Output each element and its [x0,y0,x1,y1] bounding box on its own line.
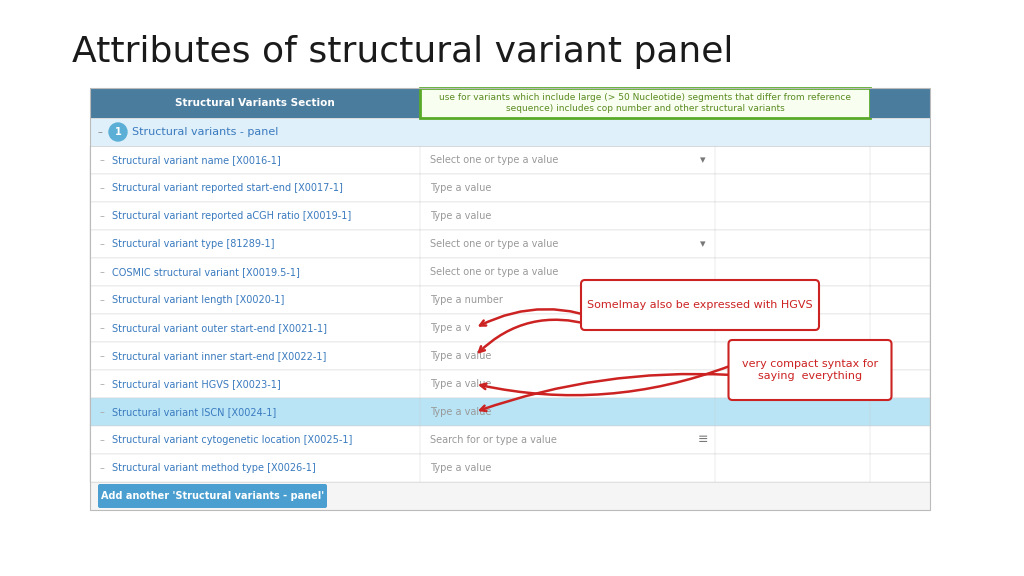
Bar [90,342,930,370]
Bar [870,88,930,118]
Text: use for variants which include large (> 50 Nucleotide) segments that differ from: use for variants which include large (> … [439,93,851,113]
Text: –: – [98,127,102,137]
Text: 1: 1 [115,127,122,137]
Bar [90,258,930,286]
Text: –: – [100,183,104,193]
Text: Structural variant length [X0020-1]: Structural variant length [X0020-1] [112,295,285,305]
Text: Structural variant type [81289-1]: Structural variant type [81289-1] [112,239,274,249]
Text: ▾: ▾ [700,239,706,249]
Bar [90,202,930,230]
Text: –: – [100,435,104,445]
FancyBboxPatch shape [581,280,819,330]
Text: Add another 'Structural variants - panel': Add another 'Structural variants - panel… [101,491,324,501]
Text: Structural variant ISCN [X0024-1]: Structural variant ISCN [X0024-1] [112,407,276,417]
Text: –: – [100,323,104,333]
Text: –: – [100,463,104,473]
Text: –: – [100,379,104,389]
Bar [90,88,930,510]
Text: Structural variant HGVS [X0023-1]: Structural variant HGVS [X0023-1] [112,379,281,389]
Text: –: – [100,155,104,165]
Text: Structural variant cytogenetic location [X0025-1]: Structural variant cytogenetic location … [112,435,352,445]
Bar [420,88,870,118]
Text: Type a v: Type a v [430,323,470,333]
Bar [90,286,930,314]
Bar [90,118,930,146]
Bar [90,146,930,174]
Bar [90,230,930,258]
Bar [90,88,420,118]
Text: Select one or type a value: Select one or type a value [430,267,558,277]
Bar [90,174,930,202]
Text: Structural variants - panel: Structural variants - panel [132,127,279,137]
Text: –: – [100,351,104,361]
Text: ≡: ≡ [697,434,709,446]
FancyBboxPatch shape [728,340,892,400]
Text: –: – [100,295,104,305]
Text: Type a number: Type a number [430,295,503,305]
Text: Type a value: Type a value [430,379,492,389]
Bar [90,482,930,510]
Bar [90,454,930,482]
Text: Select one or type a value: Select one or type a value [430,155,558,165]
Text: Structural variant inner start-end [X0022-1]: Structural variant inner start-end [X002… [112,351,327,361]
Text: Structural variant reported aCGH ratio [X0019-1]: Structural variant reported aCGH ratio [… [112,211,351,221]
Text: Attributes of structural variant panel: Attributes of structural variant panel [72,35,733,69]
Text: Search for or type a value: Search for or type a value [430,435,557,445]
Text: Select one or type a value: Select one or type a value [430,239,558,249]
Text: –: – [100,211,104,221]
Text: Structural variant name [X0016-1]: Structural variant name [X0016-1] [112,155,281,165]
Text: ▾: ▾ [700,155,706,165]
Text: Type a value: Type a value [430,351,492,361]
Text: –: – [100,267,104,277]
Text: Structural variant reported start-end [X0017-1]: Structural variant reported start-end [X… [112,183,343,193]
Text: Structural Variants Section: Structural Variants Section [175,98,335,108]
Text: Type a value: Type a value [430,183,492,193]
Text: Type a value: Type a value [430,407,492,417]
Circle shape [109,123,127,141]
Text: COSMIC structural variant [X0019.5-1]: COSMIC structural variant [X0019.5-1] [112,267,300,277]
Bar [90,398,930,426]
Text: –: – [100,239,104,249]
Text: very compact syntax for
saying  everything: very compact syntax for saying everythin… [742,359,878,381]
Bar [90,314,930,342]
Bar [90,370,930,398]
Text: Type a value: Type a value [430,211,492,221]
Text: Structural variant outer start-end [X0021-1]: Structural variant outer start-end [X002… [112,323,327,333]
Text: Type a value: Type a value [430,463,492,473]
Text: Structural variant method type [X0026-1]: Structural variant method type [X0026-1] [112,463,315,473]
Text: SomeImay also be expressed with HGVS: SomeImay also be expressed with HGVS [587,300,813,310]
Text: –: – [100,407,104,417]
FancyBboxPatch shape [98,484,327,508]
Bar [90,426,930,454]
